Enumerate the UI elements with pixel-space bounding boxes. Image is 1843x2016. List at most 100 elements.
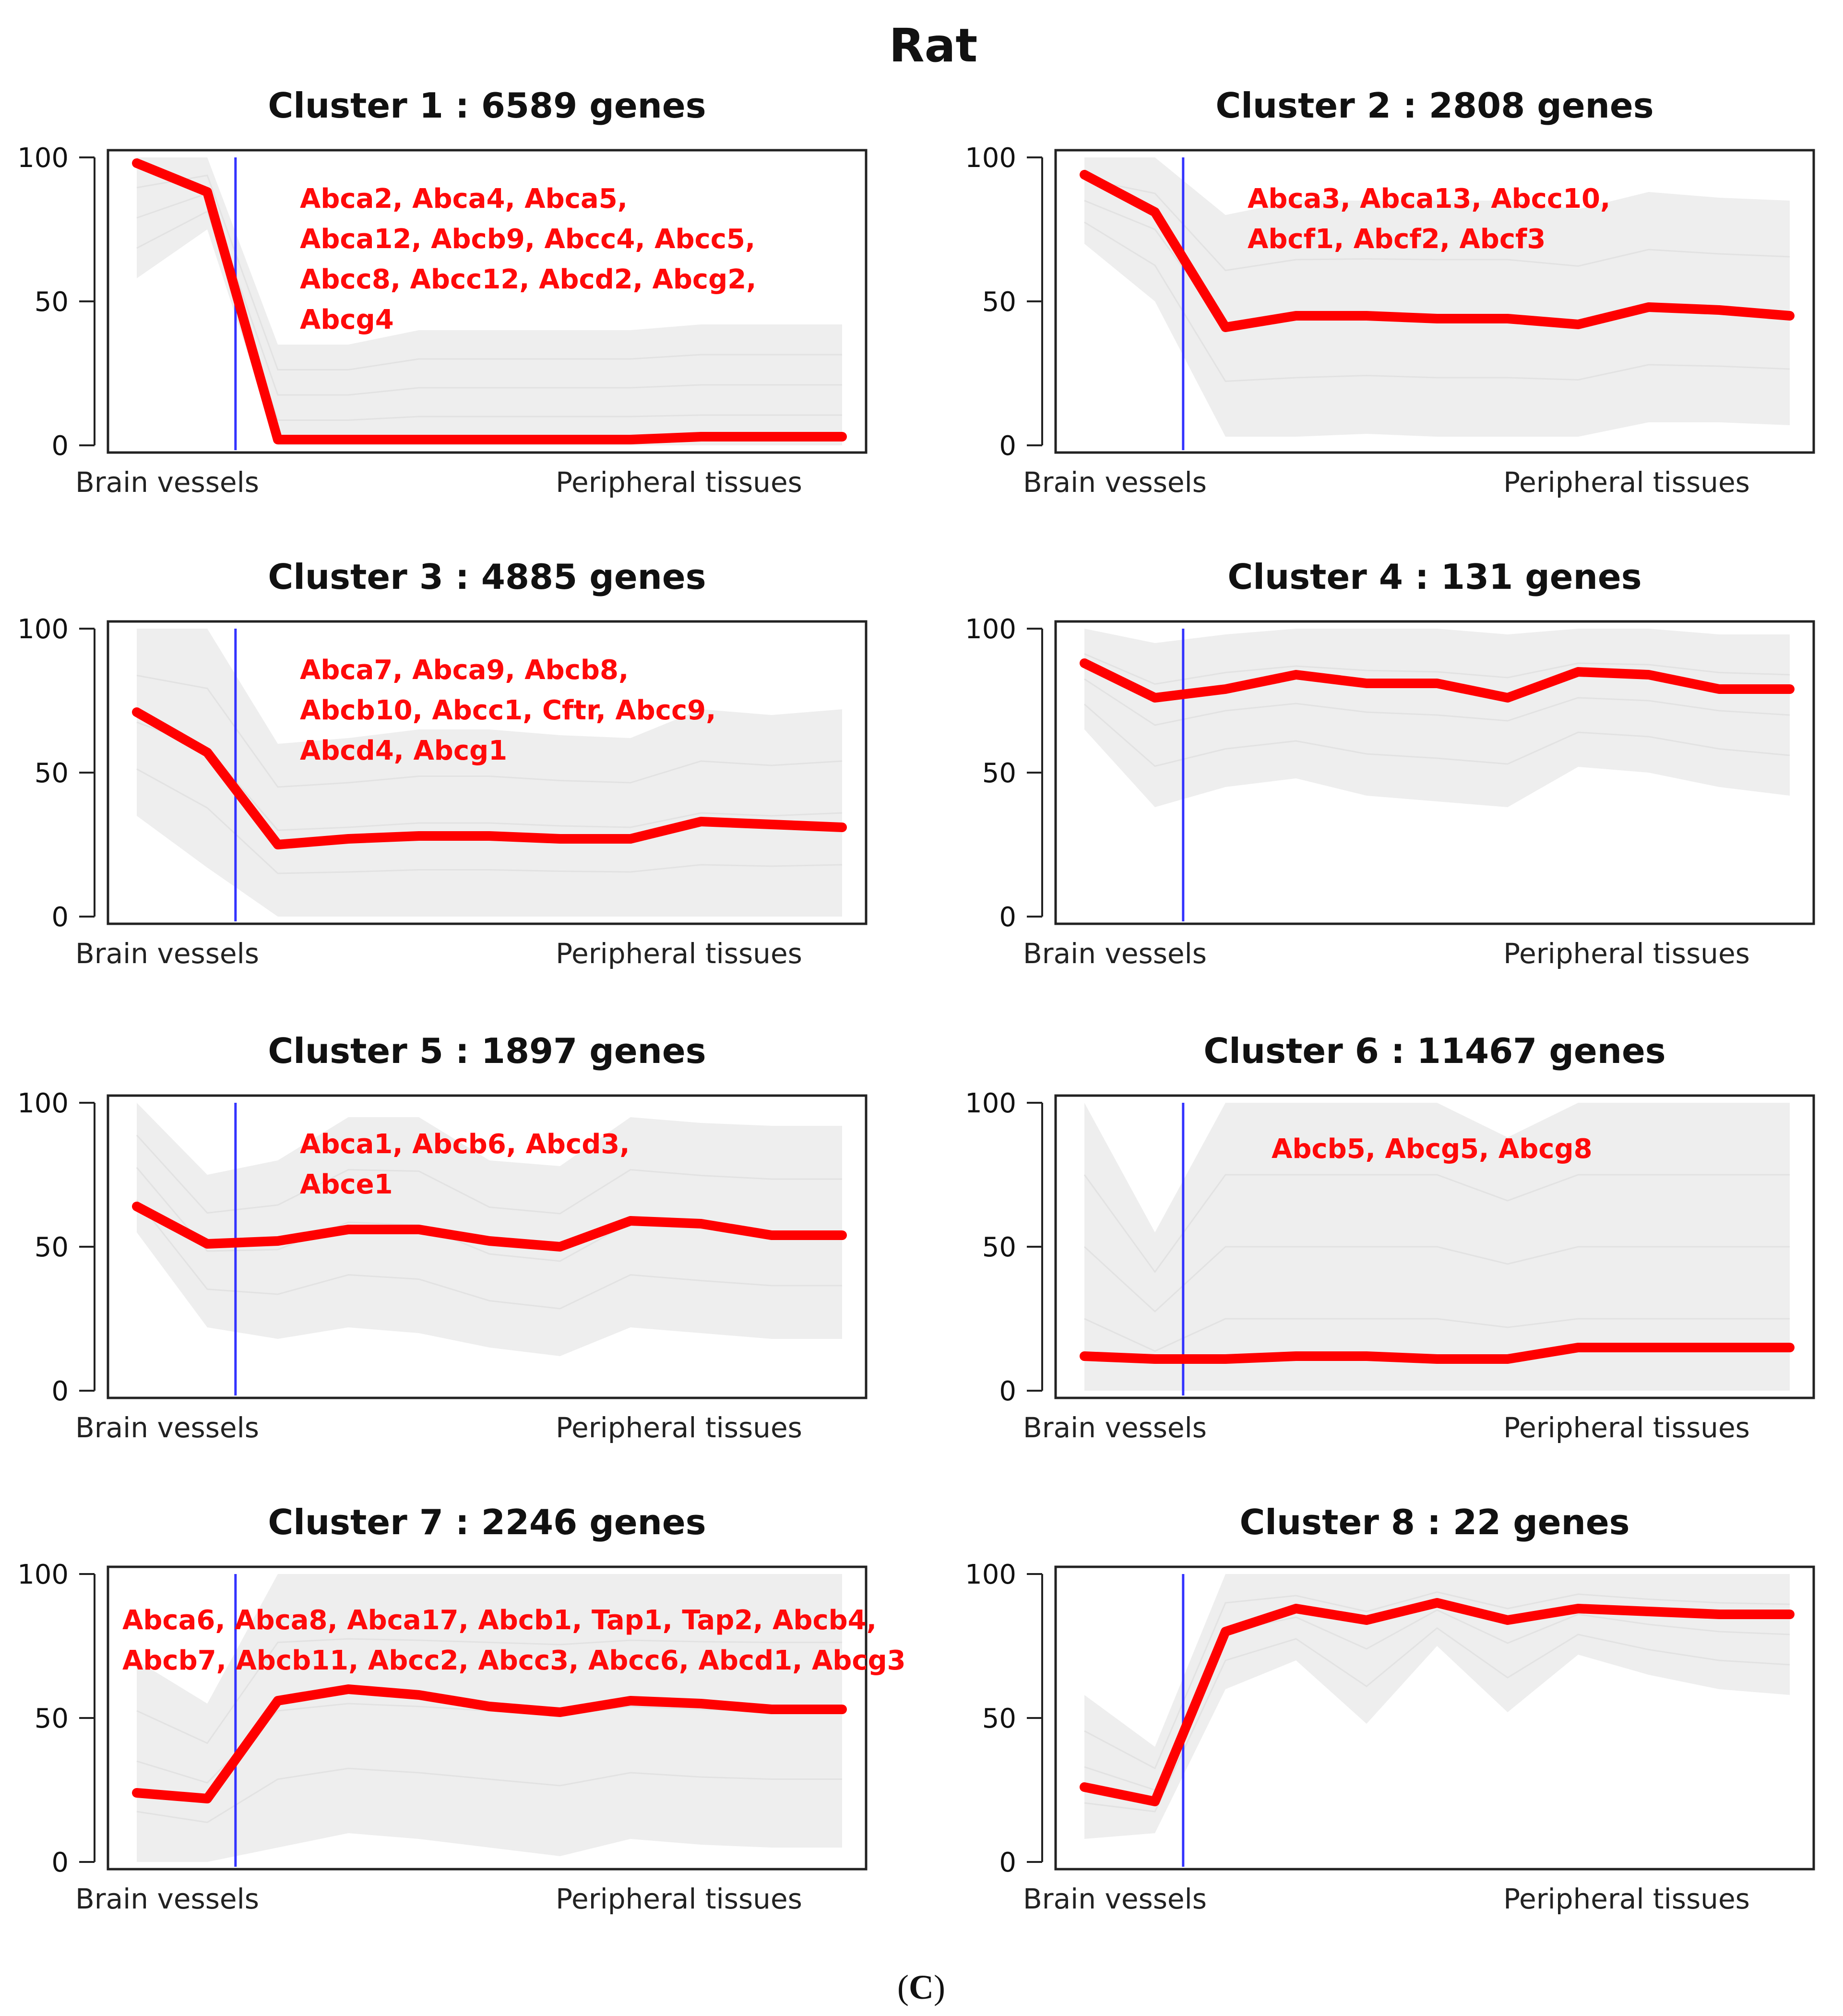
y-tick-label: 50	[35, 286, 69, 318]
mean-point	[273, 840, 282, 849]
mean-point	[697, 432, 705, 441]
mean-point	[1715, 1343, 1724, 1352]
mean-point	[626, 835, 635, 843]
gene-list-line: Abca1, Abcb6, Abcd3,	[300, 1129, 630, 1160]
profile-trace-3	[136, 675, 843, 788]
y-tick-label: 0	[51, 1376, 69, 1407]
y-tick-label: 50	[35, 758, 69, 789]
profile-trace-1	[1084, 704, 1790, 767]
figure-caption: (C)	[897, 1968, 945, 2006]
mean-point	[697, 817, 705, 826]
mean-point	[1715, 306, 1724, 314]
y-tick-label: 50	[982, 1703, 1016, 1734]
mean-point	[838, 1231, 846, 1240]
mean-point	[203, 188, 212, 196]
mean-point	[1433, 1355, 1441, 1363]
profile-trace-1	[136, 1199, 842, 1310]
y-tick-label: 100	[965, 143, 1016, 174]
gene-list-line: Abca2, Abca4, Abca5,	[300, 183, 628, 215]
mean-point	[203, 748, 212, 757]
profile-trace-3	[1084, 653, 1790, 685]
gene-list-line: Abcb10, Abcc1, Cftr, Abcc9,	[300, 695, 716, 726]
y-tick-label: 50	[982, 758, 1016, 789]
mean-point	[1785, 1610, 1794, 1619]
y-tick-label: 0	[51, 902, 69, 933]
profile-trace-2	[1084, 678, 1790, 726]
mean-point	[1433, 679, 1441, 688]
mean-point	[626, 1217, 635, 1225]
mean-point	[415, 832, 423, 840]
mean-point	[838, 432, 846, 441]
gene-list-line: Abca6, Abca8, Abca17, Abcb1, Tap1, Tap2,…	[122, 1605, 877, 1636]
mean-point	[415, 1225, 423, 1234]
gene-list-line: Abcf1, Abcf2, Abcf3	[1248, 224, 1546, 255]
x-label-brain-vessels: Brain vessels	[75, 1411, 259, 1444]
gene-list-line: Abca12, Abcb9, Abcc4, Abcc5,	[300, 224, 755, 255]
plot-frame	[1054, 1565, 1815, 1871]
mean-point	[1080, 659, 1089, 668]
gene-list-line: Abca7, Abca9, Abcb8,	[300, 655, 629, 686]
mean-point	[556, 1242, 564, 1251]
gene-list-line: Abcd4, Abcg1	[300, 735, 507, 766]
mean-point	[1080, 1352, 1089, 1360]
y-tick-label: 100	[965, 614, 1016, 645]
mean-point	[273, 1696, 282, 1705]
y-tick-label: 0	[999, 430, 1016, 462]
mean-point	[203, 1794, 212, 1803]
mean-point	[1785, 685, 1794, 693]
mean-point	[273, 435, 282, 444]
cluster-panel-1: Cluster 1 : 6589 genes 0 50 100 Brain vessel…	[17, 85, 868, 499]
figure-title: Rat	[889, 19, 978, 72]
cluster-panel-2: Cluster 2 : 2808 genes 0 50 100 Brain vessel…	[965, 85, 1815, 499]
profile-trace-1	[136, 768, 843, 874]
profile-trace-3	[1084, 178, 1790, 272]
profile-trace-2	[1083, 1246, 1790, 1313]
mean-point	[1785, 1343, 1794, 1352]
mean-point	[485, 1702, 494, 1711]
mean-point	[1362, 1616, 1371, 1624]
mean-point	[1715, 685, 1724, 693]
mean-point	[697, 1699, 705, 1708]
x-label-peripheral-tissues: Peripheral tissues	[556, 1411, 802, 1444]
y-tick-label: 50	[982, 1232, 1016, 1263]
y-tick-label: 0	[51, 1847, 69, 1878]
x-label-peripheral-tissues: Peripheral tissues	[1503, 1883, 1750, 1915]
profile-trace-3	[1083, 1174, 1790, 1274]
mean-point	[1221, 323, 1230, 332]
panel-grid: Cluster 1 : 6589 genes 0 50 100 Brain vessel…	[17, 85, 1815, 1915]
mean-point	[1644, 1343, 1653, 1352]
cluster-title: Cluster 6 : 11467 genes	[1203, 1031, 1665, 1071]
profile-trace-1	[1084, 1318, 1790, 1352]
mean-point	[1574, 1604, 1582, 1613]
mean-point	[1574, 668, 1582, 676]
gene-list-line: Abca3, Abca13, Abcc10,	[1248, 183, 1610, 215]
mean-point	[1292, 670, 1300, 679]
mean-point	[697, 1219, 705, 1228]
cluster-title: Cluster 2 : 2808 genes	[1215, 85, 1653, 126]
gene-list-line: Abcg4	[300, 304, 394, 335]
cluster-title: Cluster 8 : 22 genes	[1239, 1502, 1629, 1542]
mean-point	[1715, 1610, 1724, 1619]
mean-point	[1362, 1352, 1371, 1360]
mean-point	[838, 823, 846, 832]
mean-point	[485, 1237, 494, 1245]
mean-point	[485, 832, 494, 840]
y-tick-label: 100	[965, 1559, 1016, 1590]
profile-trace-3	[136, 1638, 842, 1744]
profile-band	[137, 157, 842, 445]
profile-trace-3	[136, 1134, 842, 1215]
y-tick-label: 0	[51, 430, 69, 462]
mean-point	[556, 435, 564, 444]
cluster-panel-5: Cluster 5 : 1897 genes 0 50 100 Brain vessel…	[17, 1031, 868, 1444]
mean-point	[626, 435, 635, 444]
mean-point	[485, 435, 494, 444]
mean-point	[1503, 1616, 1512, 1624]
gene-list-line: Abcb7, Abcb11, Abcc2, Abcc3, Abcc6, Abcd…	[122, 1645, 906, 1676]
cluster-panel-3: Cluster 3 : 4885 genes 0 50 100 Brain vessel…	[17, 557, 868, 970]
y-tick-label: 100	[965, 1088, 1016, 1119]
mean-point	[415, 435, 423, 444]
x-label-brain-vessels: Brain vessels	[1023, 466, 1207, 499]
cluster-title: Cluster 5 : 1897 genes	[268, 1031, 706, 1071]
mean-point	[1221, 685, 1230, 693]
